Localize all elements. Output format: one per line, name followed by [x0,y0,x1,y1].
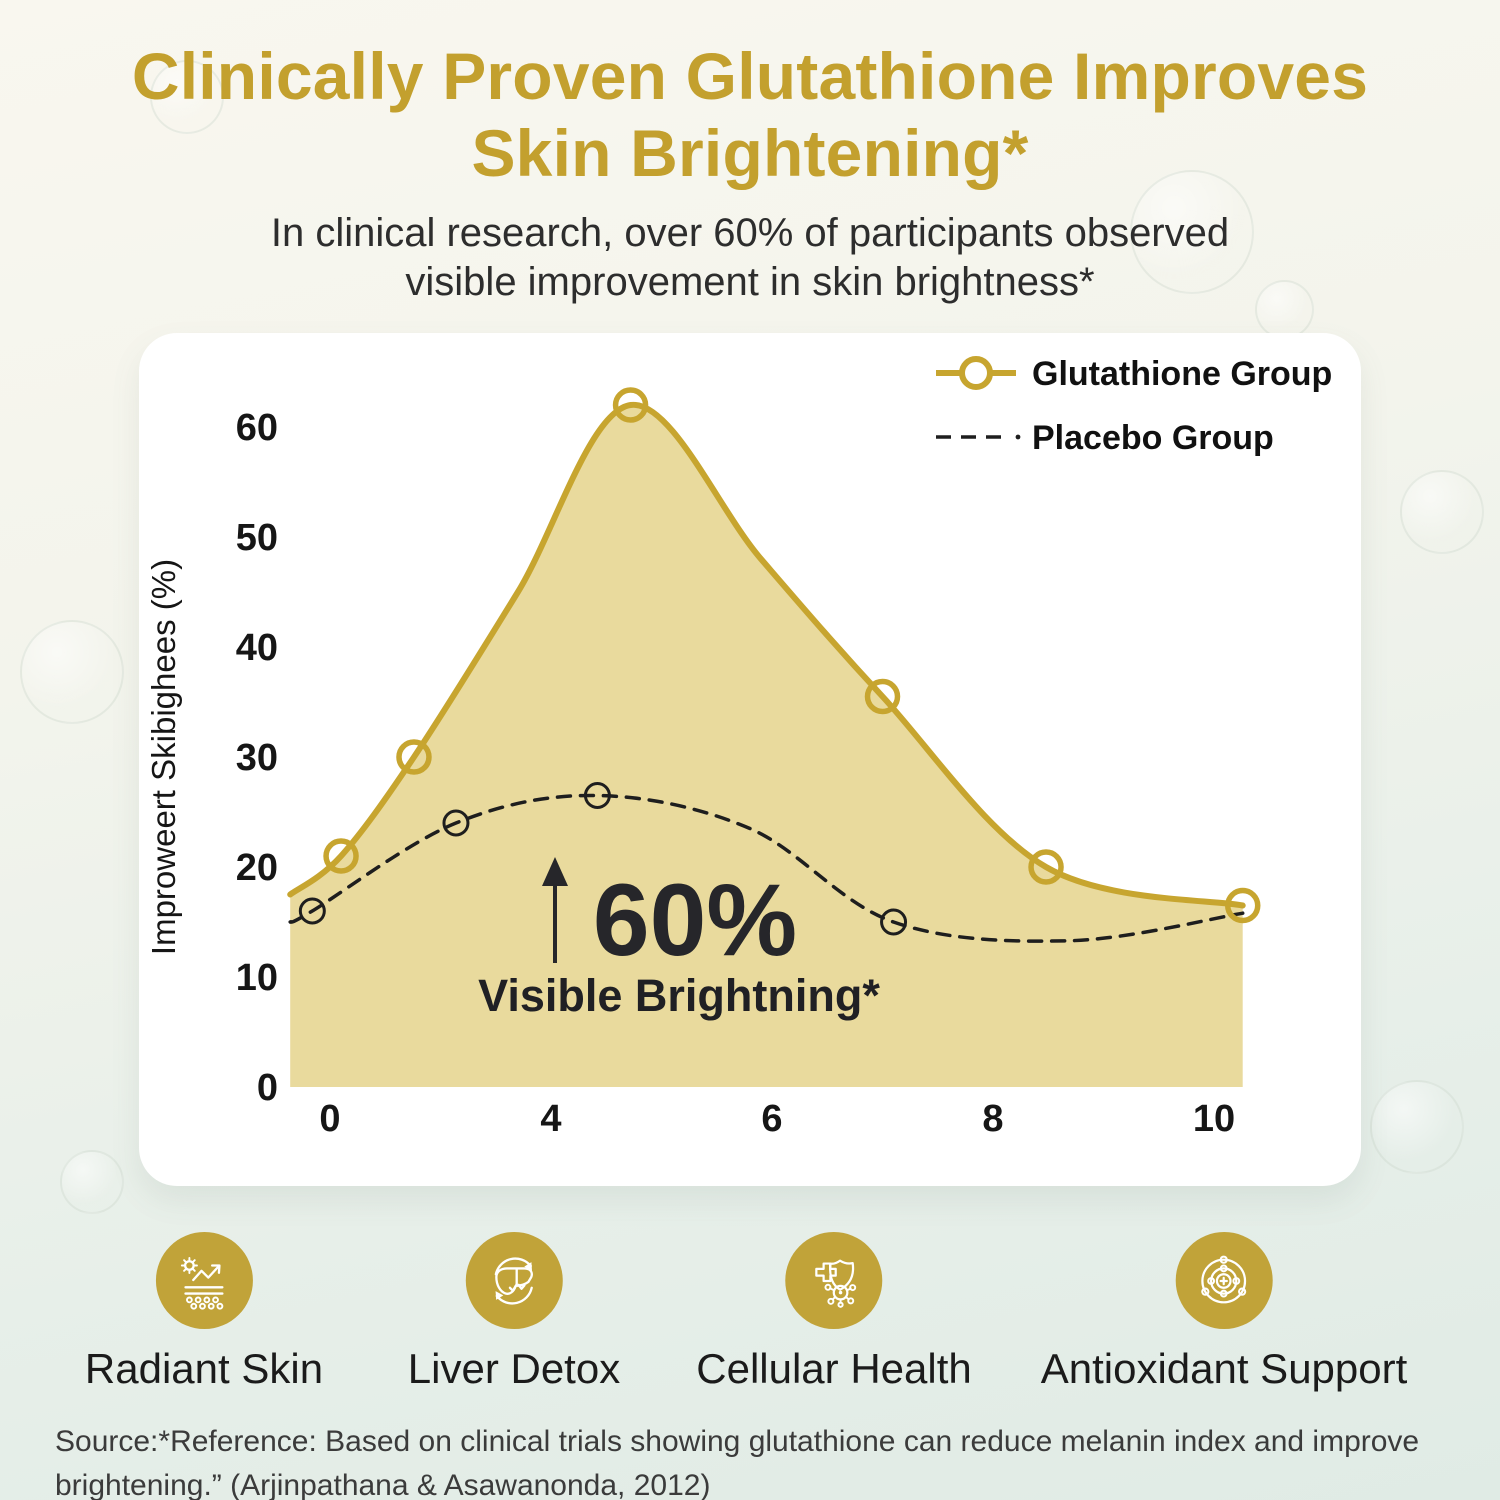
y-axis-tick-label: 20 [236,847,278,889]
cellular-health-icon [814,1259,856,1308]
glutathione-marker [1224,887,1261,924]
bubble-decoration [20,620,124,724]
clinical-chart: 0 10 20 30 40 50 60 0 4 6 8 10 Improweert Skibighees… [145,355,1332,1140]
legend-placebo-label: Placebo Group [1032,419,1274,457]
feature-circle [785,1232,883,1329]
placebo-marker [298,897,326,925]
annotation-headline: 60% [593,863,797,977]
glutathione-marker [396,739,432,775]
feature-circle [1175,1232,1273,1329]
glutathione-marker [864,678,901,715]
feature-label: Cellular Health [696,1345,972,1392]
y-axis-tick-label: 40 [236,627,278,669]
glutathione-marker [1028,849,1064,885]
feature-antioxidant-support: Antioxidant Support [1040,1232,1408,1393]
bubble-decoration [1400,470,1484,554]
antioxidant-support-icon [1201,1255,1247,1303]
header: Clinically Proven Glutathione Improves S… [0,38,1500,307]
page-title-line2: Skin Brightening* [471,115,1029,190]
y-axis-tick-label: 30 [236,737,278,779]
feature-cellular-health: Cellular Health [696,1232,972,1393]
page-title: Clinically Proven Glutathione Improves S… [0,38,1500,191]
y-axis-title: Improweert Skibighees (%) [145,559,182,955]
glutathione-line [287,401,1246,909]
y-axis-tick-label: 0 [257,1067,278,1109]
y-axis-tick-label: 10 [236,957,278,999]
feature-label: Radiant Skin [84,1345,324,1392]
liver-detox-icon [494,1256,534,1305]
feature-radiant-skin: Radiant Skin [85,1232,323,1393]
y-axis-tick-label: 60 [236,407,278,449]
x-axis-tick-label: 6 [761,1098,782,1140]
bubble-decoration [1370,1080,1464,1174]
placebo-marker [583,782,611,809]
feature-circle [155,1232,253,1329]
bubble-decoration [60,1150,124,1214]
radiant-skin-icon [180,1256,224,1310]
legend-glutathione-label: Glutathione Group [1032,355,1332,393]
feature-label: Antioxidant Support [1040,1345,1408,1392]
page-title-line1: Clinically Proven Glutathione Improves [131,39,1369,113]
annotation-subtext: Visible Brightning* [478,970,880,1021]
feature-liver-detox: Liver Detox [408,1232,620,1393]
up-arrow-head-icon [542,857,568,886]
legend-placebo-dot [1015,434,1021,440]
glutathione-marker [612,387,649,423]
chart-card: 0 10 20 30 40 50 60 0 4 6 8 10 Improweert Skibighees… [139,333,1361,1186]
source-reference: Source:*Reference: Based on clinical tri… [55,1420,1455,1500]
feature-circle [465,1232,563,1329]
placebo-marker [880,908,908,936]
x-axis-tick-label: 4 [540,1098,561,1140]
page-subtitle-line2: visible improvement in skin brightness* [405,259,1095,304]
source-line1: Source:*Reference: Based on clinical tri… [55,1425,1420,1458]
placebo-marker [442,809,470,837]
glutathione-marker [323,838,359,874]
x-axis-tick-label: 10 [1193,1098,1235,1140]
page-subtitle: In clinical research, over 60% of partic… [0,209,1500,307]
legend-glutathione-marker [959,356,993,390]
feature-label: Liver Detox [407,1345,621,1392]
x-axis-tick-label: 8 [982,1098,1003,1140]
placebo-line [288,793,1245,943]
page-subtitle-line1: In clinical research, over 60% of partic… [270,211,1230,256]
x-axis-tick-label: 0 [319,1098,340,1140]
source-line2: brightening.” (Arjinpathana & Asawanonda… [55,1468,711,1500]
y-axis-tick-label: 50 [236,517,278,559]
